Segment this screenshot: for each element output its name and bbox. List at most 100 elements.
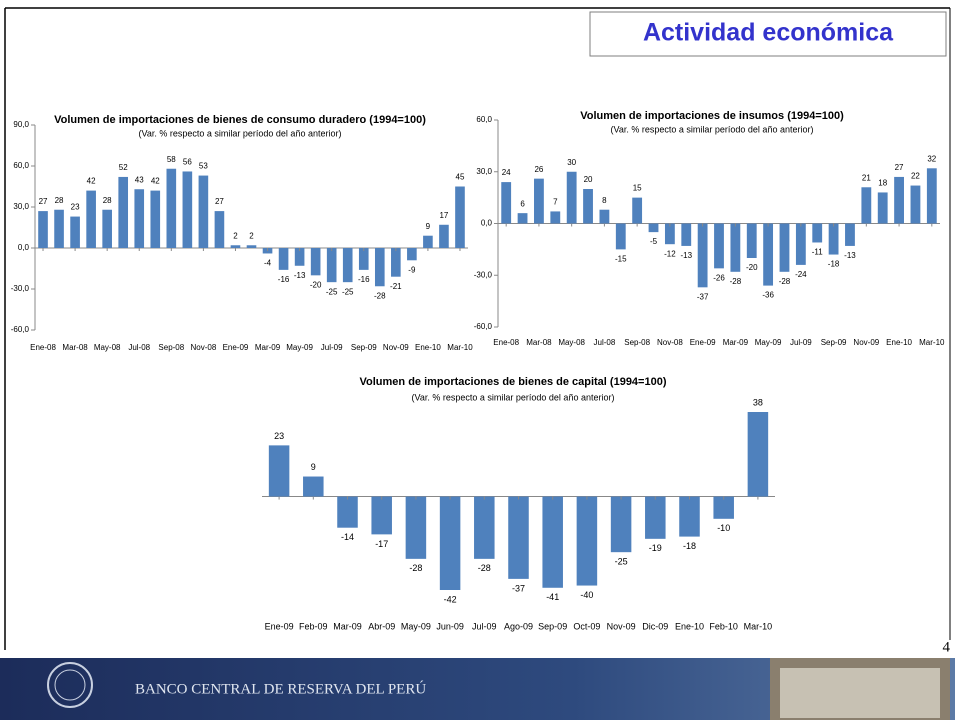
value-label: 20 [584, 175, 593, 184]
page-number: 4 [943, 639, 951, 655]
bar [508, 496, 529, 579]
x-tick-label: Sep-08 [158, 343, 184, 352]
value-label: -17 [375, 539, 388, 549]
bar [439, 224, 449, 248]
value-label: -37 [512, 583, 525, 593]
bar [926, 168, 937, 224]
bar [861, 187, 872, 224]
chart-subtitle: (Var. % respecto a similar período del a… [139, 128, 342, 138]
value-label: 28 [55, 196, 64, 205]
bar [54, 209, 64, 248]
value-label: -4 [264, 259, 272, 268]
x-tick-label: Jun-09 [436, 621, 464, 631]
value-label: 42 [151, 177, 160, 186]
bar [714, 223, 724, 269]
bar [648, 223, 659, 233]
value-label: -19 [649, 543, 662, 553]
value-label: 18 [878, 179, 887, 188]
value-label: 45 [456, 173, 465, 182]
x-tick-label: Nov-09 [607, 621, 636, 631]
bar [342, 248, 353, 283]
bar [371, 496, 392, 535]
x-tick-label: Ene-10 [886, 338, 912, 347]
x-tick-label: Nov-08 [190, 343, 216, 352]
value-label: -14 [341, 532, 354, 542]
bar [713, 496, 734, 519]
value-label: -12 [664, 249, 676, 258]
value-label: -25 [326, 287, 338, 296]
bar [214, 211, 225, 248]
x-tick-label: Mar-10 [447, 343, 473, 352]
bar [894, 176, 904, 224]
value-label: 9 [426, 222, 431, 231]
x-tick-label: Nov-09 [853, 338, 879, 347]
value-label: -11 [812, 248, 824, 257]
y-tick-label: -60,0 [11, 325, 30, 334]
value-label: 15 [633, 184, 642, 193]
x-tick-label: Ene-10 [675, 621, 704, 631]
value-label: 27 [215, 197, 224, 206]
value-label: -28 [779, 277, 791, 286]
x-tick-label: Jul-09 [321, 343, 343, 352]
value-label: 27 [39, 197, 48, 206]
bar [615, 223, 626, 250]
bar [294, 248, 305, 266]
bar [38, 211, 48, 248]
x-tick-label: Jul-09 [790, 338, 812, 347]
bar [86, 190, 96, 248]
x-tick-label: Mar-09 [255, 343, 281, 352]
value-label: -5 [650, 237, 658, 246]
bar [358, 248, 369, 270]
value-label: 58 [167, 155, 176, 164]
x-tick-label: May-09 [401, 621, 431, 631]
bar [310, 248, 321, 276]
bar [679, 496, 700, 537]
bar [303, 476, 324, 497]
header-box [589, 11, 947, 57]
y-tick-label: -60,0 [474, 322, 493, 331]
x-tick-label: Jul-08 [594, 338, 616, 347]
value-label: -28 [478, 563, 491, 573]
bar [747, 412, 769, 497]
y-tick-label: -30,0 [11, 284, 30, 293]
chart-subtitle: (Var. % respecto a similar período del a… [412, 392, 615, 402]
y-tick-label: 60,0 [13, 161, 29, 170]
bar [230, 245, 241, 248]
x-tick-label: Dic-09 [642, 621, 668, 631]
value-label: -42 [444, 594, 457, 604]
value-label: 9 [311, 462, 316, 472]
bar [198, 175, 209, 248]
y-tick-label: 60,0 [476, 115, 492, 124]
value-label: -15 [615, 254, 627, 263]
x-tick-label: Jul-09 [472, 621, 497, 631]
x-tick-label: Sep-08 [624, 338, 650, 347]
bar [632, 197, 643, 224]
value-label: -37 [697, 292, 709, 301]
y-tick-label: 30,0 [13, 202, 29, 211]
bar [391, 248, 401, 277]
x-tick-label: Feb-10 [709, 621, 738, 631]
x-tick-label: Abr-09 [368, 621, 395, 631]
value-label: 24 [502, 168, 511, 177]
bar [166, 168, 177, 248]
bar [278, 248, 289, 270]
chart-title: Volumen de importaciones de bienes de co… [54, 114, 426, 126]
bar [326, 248, 337, 283]
x-tick-label: Feb-09 [299, 621, 328, 631]
x-tick-label: Mar-09 [723, 338, 749, 347]
value-label: -21 [390, 282, 402, 291]
value-label: -25 [342, 287, 354, 296]
bar [779, 223, 790, 272]
bar [763, 223, 774, 286]
bar [610, 496, 632, 553]
value-label: -20 [310, 280, 322, 289]
value-label: 23 [274, 431, 284, 441]
bar [795, 223, 806, 265]
bar [645, 496, 666, 539]
bar [812, 223, 823, 243]
bar [455, 186, 465, 248]
y-tick-label: 30,0 [476, 167, 492, 176]
value-label: 56 [183, 158, 192, 167]
bar [542, 496, 563, 588]
bar [268, 445, 290, 497]
